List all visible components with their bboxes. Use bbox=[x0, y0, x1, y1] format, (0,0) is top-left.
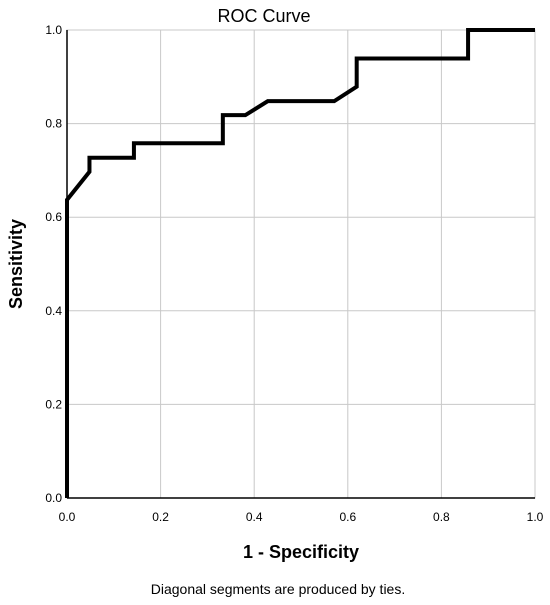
tick-labels: 0.0 0.2 0.4 0.6 0.8 1.0 0.0 0.2 0.4 0.6 0.8 1.0 bbox=[45, 23, 543, 524]
y-axis-label: Sensitivity bbox=[6, 219, 26, 309]
y-tick-label: 0.2 bbox=[45, 397, 62, 411]
x-tick-label: 0.6 bbox=[339, 510, 356, 524]
y-tick-label: 1.0 bbox=[45, 23, 62, 37]
y-tick-label: 0.8 bbox=[45, 117, 62, 131]
y-tick-label: 0.0 bbox=[45, 491, 62, 505]
y-tick-label: 0.4 bbox=[45, 304, 62, 318]
y-tick-label: 0.6 bbox=[45, 210, 62, 224]
x-tick-label: 0.0 bbox=[59, 510, 76, 524]
x-tick-label: 0.4 bbox=[246, 510, 263, 524]
x-axis-label: 1 - Specificity bbox=[243, 542, 359, 562]
x-tick-label: 0.2 bbox=[152, 510, 169, 524]
x-tick-label: 0.8 bbox=[433, 510, 450, 524]
series-layer bbox=[65, 28, 535, 498]
chart-title: ROC Curve bbox=[217, 6, 310, 26]
footnote: Diagonal segments are produced by ties. bbox=[151, 581, 405, 597]
roc-curve-line bbox=[65, 28, 535, 498]
x-tick-label: 1.0 bbox=[527, 510, 544, 524]
